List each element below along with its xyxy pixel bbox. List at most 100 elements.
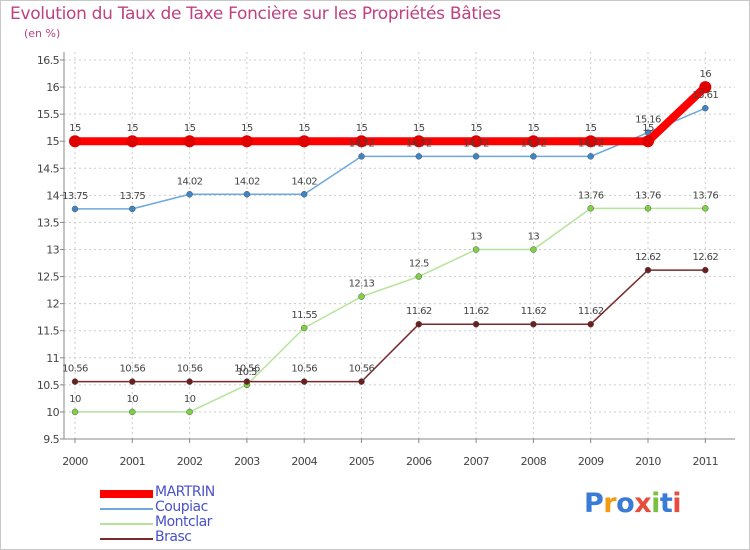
series-line-martrin xyxy=(71,83,710,146)
data-label-brasc: 10.56 xyxy=(234,364,260,375)
legend-swatches xyxy=(100,490,153,540)
y-tick-label: 16.5 xyxy=(37,54,60,67)
data-point-coupiac xyxy=(300,191,308,198)
data-label-coupiac: 13.75 xyxy=(119,191,145,202)
data-label-martrin: 15 xyxy=(356,123,368,134)
data-label-coupiac: 14.02 xyxy=(291,176,317,187)
series-line-coupiac xyxy=(74,107,707,210)
data-label-brasc: 11.62 xyxy=(521,306,547,317)
data-point-martrin xyxy=(412,135,425,148)
data-label-brasc: 10.56 xyxy=(62,364,88,375)
data-point-montclar xyxy=(186,408,193,416)
data-label-montclar: 12.5 xyxy=(409,259,429,270)
data-point-brasc xyxy=(71,378,79,385)
data-label-montclar: 10 xyxy=(127,394,139,405)
x-tick-label: 2003 xyxy=(234,455,260,468)
data-label-montclar: 13 xyxy=(528,232,540,243)
data-label-coupiac: 14.02 xyxy=(234,176,260,187)
data-label-montclar: 11.55 xyxy=(291,310,317,321)
data-labels: 15 15 15 15 15 15 15 15 15 15 15 16 13.75 13.75 14.02 1… xyxy=(62,69,719,405)
y-tick-label: 16 xyxy=(46,81,59,94)
legend-label-montclar: Montclar xyxy=(155,514,212,530)
data-label-coupiac: 13.75 xyxy=(62,191,88,202)
logo-letter: o xyxy=(616,488,635,519)
data-point-brasc xyxy=(300,378,308,385)
data-point-martrin xyxy=(240,135,253,148)
data-point-brasc xyxy=(358,378,365,385)
data-label-martrin: 15 xyxy=(528,123,540,134)
data-label-brasc: 10.56 xyxy=(177,364,203,375)
logo-letter: i xyxy=(651,488,660,519)
data-point-montclar xyxy=(644,205,652,212)
data-label-coupiac: 14.72 xyxy=(406,138,432,149)
axes: 9.51010.51111.51212.51313.51414.51515.51… xyxy=(37,52,735,468)
y-tick-label: 10.5 xyxy=(37,379,60,392)
data-point-montclar xyxy=(530,246,537,253)
data-point-martrin xyxy=(183,135,196,148)
y-tick-label: 9.5 xyxy=(43,433,59,446)
data-point-brasc xyxy=(587,320,594,328)
y-tick-label: 13.5 xyxy=(37,216,60,229)
data-label-martrin: 15 xyxy=(642,123,654,134)
data-label-brasc: 11.62 xyxy=(406,306,432,317)
y-unit-label: (en %) xyxy=(24,27,61,40)
data-label-martrin: 15 xyxy=(470,123,482,134)
y-tick-label: 10 xyxy=(46,406,59,419)
y-tick-label: 12.5 xyxy=(37,271,60,284)
data-label-brasc: 12.62 xyxy=(635,252,661,263)
data-label-coupiac: 14.72 xyxy=(578,138,604,149)
data-point-montclar xyxy=(472,246,480,253)
data-point-montclar xyxy=(702,205,709,212)
y-tick-label: 12 xyxy=(46,298,59,311)
chart-title: Evolution du Taux de Taxe Foncière sur l… xyxy=(10,4,501,24)
data-label-martrin: 15 xyxy=(413,123,425,134)
data-point-martrin xyxy=(642,135,654,148)
data-label-montclar: 13.76 xyxy=(635,190,661,201)
logo-letter: t xyxy=(659,488,673,519)
data-point-coupiac xyxy=(702,104,709,112)
data-point-brasc xyxy=(472,320,480,328)
data-point-montclar xyxy=(587,205,594,212)
x-tick-label: 2008 xyxy=(521,455,547,468)
data-point-coupiac xyxy=(358,153,365,160)
data-point-coupiac xyxy=(243,191,251,198)
data-label-brasc: 10.56 xyxy=(119,364,145,375)
data-label-coupiac: 14.72 xyxy=(463,138,489,149)
legend-label-martrin: MARTRIN xyxy=(155,484,215,500)
y-tick-label: 11 xyxy=(46,352,59,365)
data-label-brasc: 10.56 xyxy=(349,364,375,375)
data-point-martrin xyxy=(355,135,368,148)
data-point-martrin xyxy=(584,135,597,148)
logo-letter: r xyxy=(603,488,617,519)
x-tick-label: 2011 xyxy=(692,455,718,468)
x-tick-label: 2009 xyxy=(578,455,604,468)
data-point-brasc xyxy=(644,266,652,274)
series-lines xyxy=(69,81,712,416)
data-point-brasc xyxy=(186,378,193,385)
series-line-montclar xyxy=(74,207,707,413)
x-tick-label: 2001 xyxy=(119,455,145,468)
y-tick-label: 14 xyxy=(46,189,59,202)
logo-letter: P xyxy=(584,488,604,519)
data-label-martrin: 15 xyxy=(298,123,310,134)
data-point-montclar xyxy=(415,273,423,280)
data-label-martrin: 16 xyxy=(700,69,712,80)
logo-letter: x xyxy=(634,488,652,519)
data-label-brasc: 10.56 xyxy=(291,364,317,375)
data-label-martrin: 15 xyxy=(585,123,597,134)
data-point-coupiac xyxy=(186,191,193,198)
data-point-montclar xyxy=(300,324,308,332)
data-point-martrin xyxy=(699,81,712,94)
data-label-montclar: 10 xyxy=(184,394,196,405)
logo-letter: i xyxy=(672,488,682,519)
y-tick-label: 15.5 xyxy=(37,108,60,121)
data-label-martrin: 15 xyxy=(127,123,139,134)
legend-label-brasc: Brasc xyxy=(155,529,192,545)
data-point-coupiac xyxy=(530,153,537,160)
x-tick-label: 2006 xyxy=(406,455,432,468)
data-point-coupiac xyxy=(472,153,480,160)
data-point-brasc xyxy=(702,266,709,274)
data-label-montclar: 13.76 xyxy=(692,190,718,201)
data-label-brasc: 12.62 xyxy=(692,252,718,263)
